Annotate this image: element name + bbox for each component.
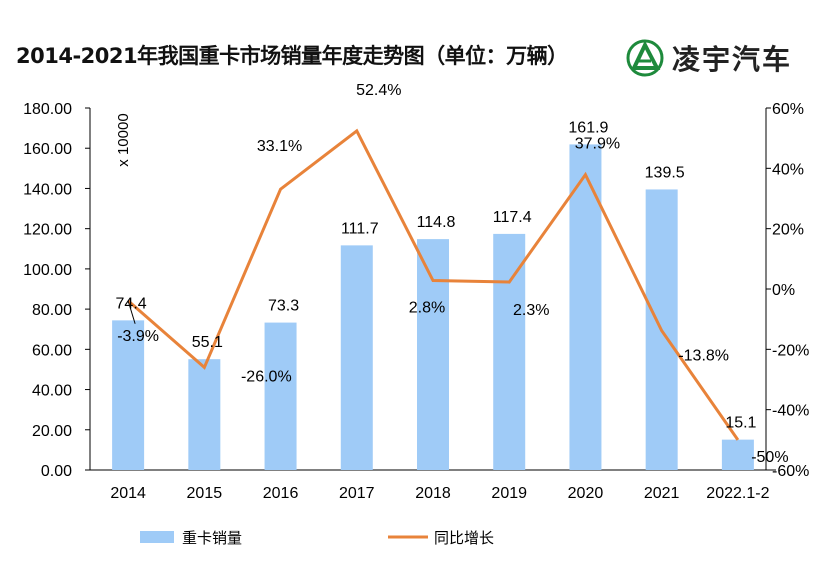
left-tick-label: 20.00 [32, 423, 72, 440]
left-tick-label: 180.00 [23, 101, 72, 118]
right-tick-label: 0% [772, 282, 795, 299]
bar [188, 359, 221, 470]
growth-value-label: 33.1% [257, 138, 302, 155]
right-tick-label: 60% [772, 101, 804, 118]
right-tick-label: -40% [772, 403, 809, 420]
bar [264, 322, 297, 470]
left-tick-label: 80.00 [32, 302, 72, 319]
growth-value-label: -3.9% [117, 328, 159, 345]
unit-annotation: x 10000 [115, 113, 132, 166]
legend-line-label: 同比增长 [434, 530, 494, 547]
bar [493, 233, 526, 470]
growth-value-label: 2.3% [513, 302, 549, 319]
left-tick-label: 0.00 [41, 463, 72, 480]
left-tick-label: 60.00 [32, 342, 72, 359]
growth-value-label: 52.4% [356, 82, 401, 99]
bar-value-label: 73.3 [268, 298, 299, 315]
bar-value-label: 114.8 [417, 214, 456, 231]
bar [721, 439, 754, 470]
left-tick-label: 160.00 [23, 141, 72, 158]
legend-bar-swatch [140, 531, 174, 543]
logo-text: 凌宇汽车 [672, 43, 793, 76]
logo: 凌宇汽车 [626, 38, 792, 78]
left-tick-label: 100.00 [23, 262, 72, 279]
x-tick-label: 2022.1-2 [706, 485, 769, 502]
bar-value-label: 161.9 [568, 119, 608, 136]
bar [112, 320, 145, 470]
growth-value-label: -13.8% [678, 348, 729, 365]
legend-bar-label: 重卡销量 [182, 530, 242, 547]
bar-value-label: 111.7 [341, 220, 379, 237]
chart-title: 2014-2021年我国重卡市场销量年度走势图（单位：万辆） [16, 44, 568, 68]
x-tick-label: 2019 [491, 485, 527, 502]
x-tick-label: 2014 [110, 485, 146, 502]
label-leader-line [127, 300, 136, 324]
x-tick-label: 2020 [568, 485, 604, 502]
bar-value-label: 55.1 [192, 334, 223, 351]
bar-value-label: 15.1 [725, 415, 756, 432]
bar [569, 144, 602, 470]
left-tick-label: 40.00 [32, 383, 72, 400]
x-tick-label: 2017 [339, 485, 375, 502]
bar-value-label: 139.5 [645, 164, 685, 181]
right-tick-label: -60% [772, 463, 809, 480]
bar [340, 245, 373, 470]
logo-emblem-icon [626, 39, 664, 77]
right-tick-label: 40% [772, 161, 804, 178]
right-tick-label: -20% [772, 342, 809, 359]
bar [417, 239, 449, 470]
bar-value-label: 117.4 [493, 209, 532, 226]
growth-value-label: -50% [751, 449, 788, 466]
left-tick-label: 120.00 [23, 222, 72, 239]
x-tick-label: 2018 [415, 485, 451, 502]
growth-value-label: 2.8% [409, 300, 445, 317]
x-tick-label: 2016 [263, 485, 299, 502]
bar-value-label: 74.4 [116, 295, 147, 312]
x-tick-label: 2021 [644, 485, 680, 502]
left-tick-label: 140.00 [23, 181, 72, 198]
x-tick-label: 2015 [187, 485, 223, 502]
growth-value-label: 37.9% [575, 136, 620, 153]
growth-value-label: -26.0% [241, 368, 292, 385]
right-tick-label: 20% [772, 222, 804, 239]
